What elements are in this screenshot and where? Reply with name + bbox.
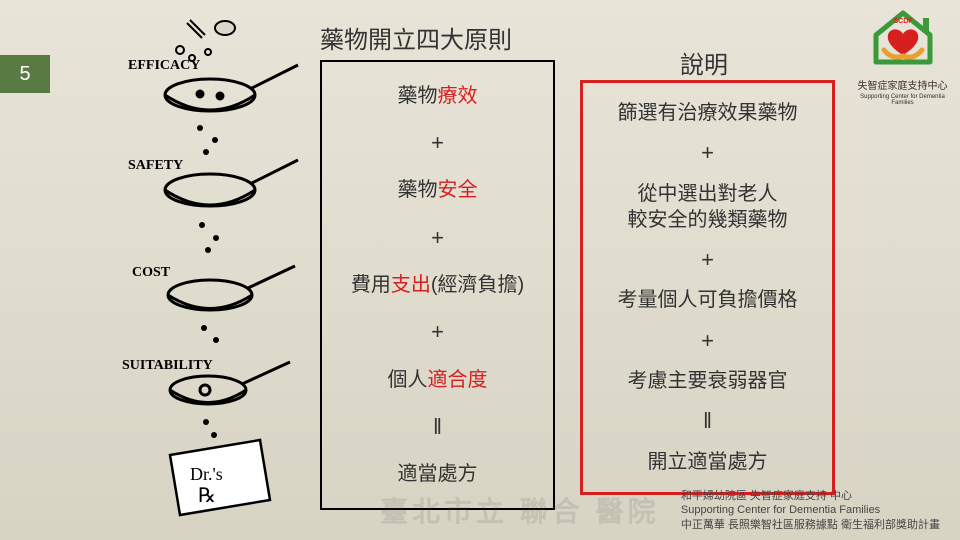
logo-caption: 失智症家庭支持中心	[855, 77, 950, 92]
pan-label-suitability: SUITABILITY	[122, 358, 213, 374]
svg-text:℞: ℞	[198, 485, 216, 507]
logo-acronym: SCDF	[893, 18, 913, 25]
slide-number-badge: 5	[0, 55, 50, 93]
explain-cost: 考量個人可負擔價格	[618, 287, 798, 313]
operator-equals: ǁ	[703, 408, 712, 434]
footer-line3: 中正萬華 長照樂智社區服務據點 衛生福利部獎助計畫	[681, 518, 940, 532]
heading-explanation: 說明	[680, 45, 728, 80]
footer-credits: 和平婦幼院區 失智症家庭支持 中心 Supporting Center for …	[681, 489, 940, 532]
explain-suitability: 考慮主要衰弱器官	[628, 368, 788, 394]
operator-equals: ǁ	[433, 414, 442, 440]
footer-line1: 和平婦幼院區 失智症家庭支持 中心	[681, 489, 940, 503]
operator-plus: +	[701, 328, 714, 354]
principle-result: 適當處方	[398, 461, 478, 487]
pan-label-safety: SAFETY	[128, 158, 183, 174]
explain-efficacy: 篩選有治療效果藥物	[618, 100, 798, 126]
operator-plus: +	[701, 140, 714, 166]
principle-efficacy: 藥物療效	[398, 83, 478, 109]
explanation-box: 篩選有治療效果藥物 + 從中選出對老人 較安全的幾類藥物 + 考量個人可負擔價格…	[580, 80, 835, 495]
principle-cost: 費用支出(經濟負擔)	[351, 272, 524, 298]
footer-line2: Supporting Center for Dementia Families	[681, 503, 940, 517]
pan-label-efficacy: EFFICACY	[128, 58, 200, 74]
operator-plus: +	[431, 319, 444, 345]
sieve-illustration: Dr.'s ℞ EFFICACY SAFETY COST SUITABILITY	[130, 10, 300, 520]
operator-plus: +	[431, 130, 444, 156]
principle-suitability: 個人適合度	[388, 367, 488, 393]
watermark: 臺北市立 聯合 醫院	[380, 490, 660, 530]
explain-safety: 從中選出對老人 較安全的幾類藥物	[628, 181, 788, 233]
heading-principles: 藥物開立四大原則	[320, 20, 512, 55]
scdf-logo: SCDF 失智症家庭支持中心 Supporting Center for Dem…	[855, 10, 950, 106]
explain-result: 開立適當處方	[648, 449, 768, 475]
operator-plus: +	[701, 247, 714, 273]
principle-safety: 藥物安全	[398, 177, 478, 203]
operator-plus: +	[431, 225, 444, 251]
principles-box: 藥物療效 + 藥物安全 + 費用支出(經濟負擔) + 個人適合度 ǁ 適當處方	[320, 60, 555, 510]
pan-label-cost: COST	[132, 265, 170, 281]
logo-sub: Supporting Center for Dementia Families	[855, 94, 950, 106]
svg-text:Dr.'s: Dr.'s	[190, 464, 223, 484]
